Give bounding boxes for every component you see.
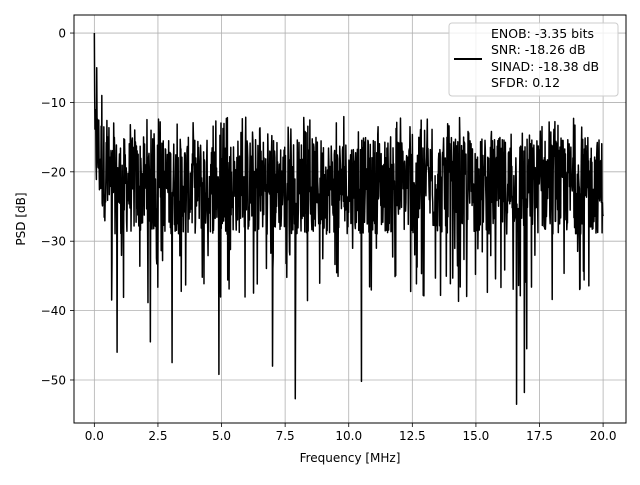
x-tick-label: 2.5: [148, 429, 167, 443]
legend-entry-snr: SNR: -18.26 dB: [491, 42, 586, 57]
x-tick-label: 10.0: [335, 429, 362, 443]
legend-entry-enob: ENOB: -3.35 bits: [491, 26, 594, 41]
x-axis-label: Frequency [MHz]: [300, 451, 401, 465]
y-tick-label: −40: [41, 304, 66, 318]
x-tick-label: 0.0: [85, 429, 104, 443]
x-tick-label: 5.0: [212, 429, 231, 443]
y-axis-label: PSD [dB]: [14, 192, 28, 245]
y-tick-label: −20: [41, 165, 66, 179]
y-tick-label: −30: [41, 235, 66, 249]
axes: 0.0 2.5 5.0 7.5 10.0 12.5 15.0 17.5 20.0 0 −10 −20 −…: [41, 14, 627, 443]
x-tick-label: 7.5: [276, 429, 295, 443]
x-tick-label: 12.5: [399, 429, 426, 443]
y-tick-label: −10: [41, 96, 66, 110]
legend-entry-sfdr: SFDR: 0.12: [491, 75, 560, 90]
x-tick-label: 20.0: [590, 429, 617, 443]
plot-frame: [73, 14, 627, 424]
y-tick-label: 0: [58, 27, 66, 41]
legend-frame: [448, 22, 619, 97]
legend-entry-sinad: SINAD: -18.38 dB: [491, 59, 599, 74]
x-tick-label: 17.5: [526, 429, 553, 443]
y-tick-label: −50: [41, 373, 66, 387]
legend: ENOB: -3.35 bits SNR: -18.26 dB SINAD: -…: [448, 22, 619, 97]
psd-series-line: [93, 33, 604, 406]
x-tick-label: 15.0: [463, 429, 490, 443]
series-layer: [93, 33, 604, 406]
